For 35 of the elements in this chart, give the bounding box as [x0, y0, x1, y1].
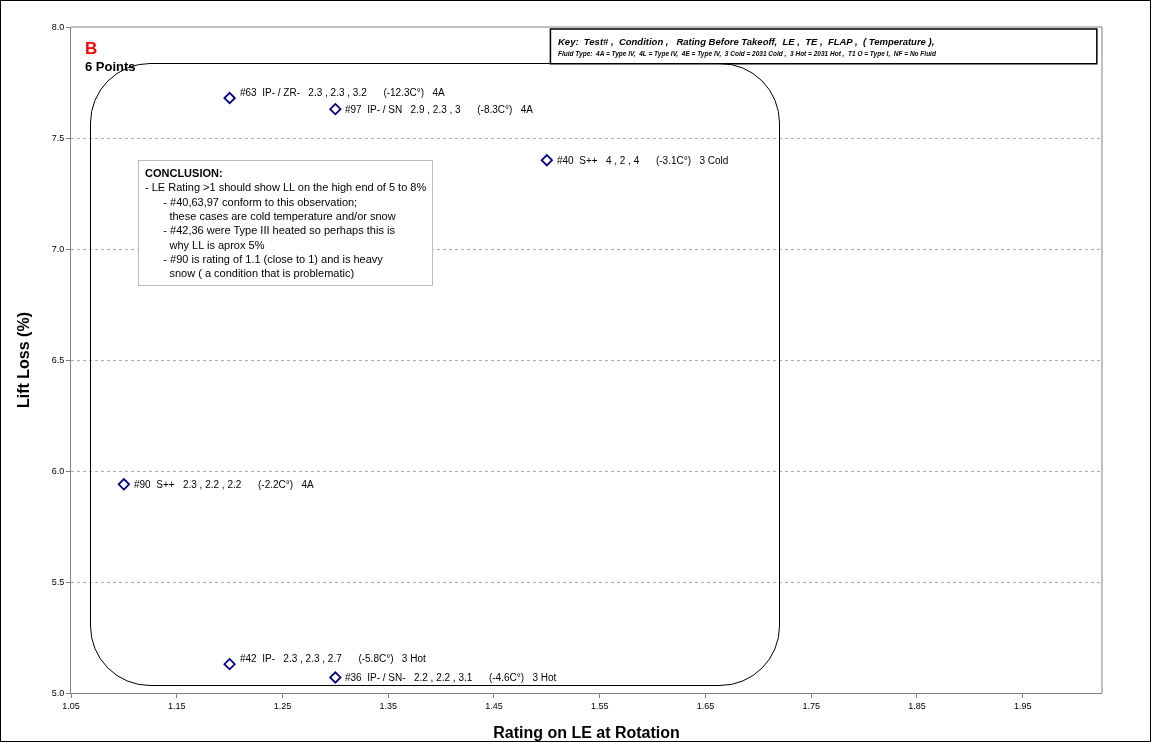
x-tick-label: 1.05	[62, 700, 80, 711]
x-tick-label: 1.55	[590, 700, 609, 711]
y-tick-label: 8.0	[51, 22, 65, 33]
annotation: #63 IP- / ZR- 2.3 , 2.3 , 3.2 (-12.3C°) 4A	[240, 87, 445, 98]
y-tick-label: 5.5	[51, 577, 65, 588]
point	[540, 154, 553, 167]
annotation: #42 IP- 2.3 , 2.3 , 2.7 (-5.8C°) 3 Hot	[240, 653, 426, 664]
annotation: #90 S++ 2.3 , 2.2 , 2.2 (-2.2C°) 4A	[134, 479, 314, 490]
y-tick-label: 7.0	[51, 244, 65, 255]
annotation: CONCLUSION: - LE Rating >1 should show LL on the high end of 5 to 8% - #40,63,97 conform to this observation; these cases are cold temperature and/or snow - #42,36 were Type III heated so perhaps this is why LL is aprox 5% - #90 is rating of 1.1 (close to 1) and is heavy snow ( a condition that is problematic)	[145, 167, 427, 280]
point	[223, 658, 236, 671]
point	[329, 671, 342, 684]
point	[117, 478, 130, 491]
annotation: #97 IP- / SN 2.9 , 2.3 , 3 (-8.3C°) 4A	[345, 104, 534, 115]
point	[223, 91, 236, 105]
annotation: B	[85, 39, 98, 58]
annotation: Key: Test# , Condition , Rating Before Takeoff, LE , TE , FLAP , ( Temperature ),	[558, 36, 935, 47]
x-tick-label: 1.35	[379, 700, 397, 711]
x-tick-label: 1.45	[485, 700, 503, 711]
y-tick-label: 7.5	[51, 133, 65, 144]
x-tick-label: 1.15	[167, 700, 186, 711]
point	[329, 103, 342, 116]
y-tick-label: 6.0	[51, 466, 65, 477]
y-tick-label: 5.0	[51, 688, 65, 699]
x-tick-label: 1.95	[1013, 700, 1032, 711]
annotation: #36 IP- / SN- 2.2 , 2.2 , 3.1 (-4.6C°) 3 Hot	[345, 672, 557, 683]
x-axis-title: Rating on LE at Rotation	[493, 724, 680, 741]
annotation: 6 Points	[85, 59, 136, 74]
y-tick-label: 6.5	[51, 355, 65, 366]
y-axis-title: Lift Loss (%)	[15, 312, 32, 408]
x-tick-label: 1.25	[273, 700, 292, 711]
x-tick-label: 1.75	[802, 700, 820, 711]
annotation: #40 S++ 4 , 2 , 4 (-3.1C°) 3 Cold	[557, 155, 729, 166]
x-tick-label: 1.65	[696, 700, 715, 711]
x-tick-label: 1.85	[908, 700, 926, 711]
